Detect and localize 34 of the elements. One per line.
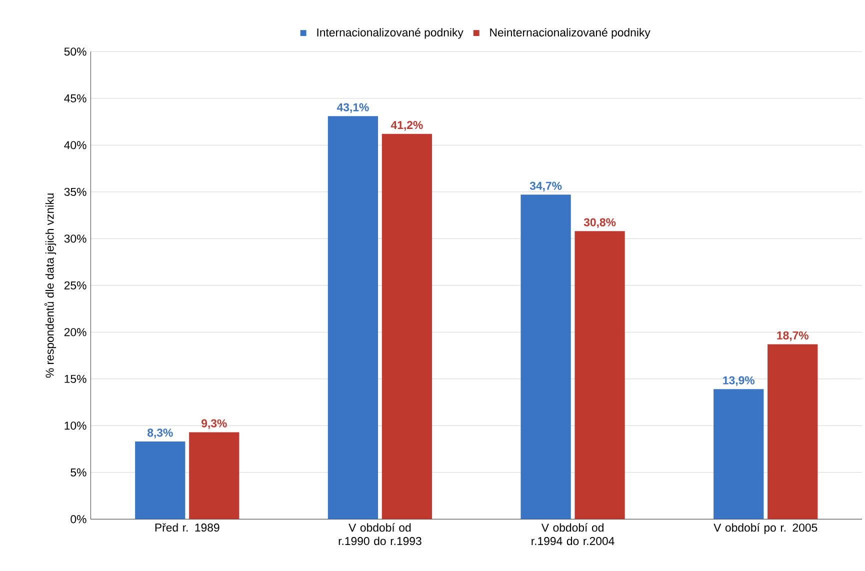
y-tick-label: 15% xyxy=(64,374,86,384)
data-label: 34,7% xyxy=(530,182,562,192)
y-tick-label: 35% xyxy=(64,188,86,196)
bar xyxy=(189,432,240,520)
data-label: 30,8% xyxy=(584,218,616,228)
y-tick-label: 10% xyxy=(64,422,86,430)
y-tick-label: 20% xyxy=(64,328,86,336)
x-tick-label: Před r. 1989 xyxy=(155,523,220,532)
x-tick-label: V období po r. 2005 xyxy=(714,523,818,534)
data-label: 43,1% xyxy=(336,103,369,114)
data-label: 13,9% xyxy=(723,376,754,386)
data-label: 18,7% xyxy=(777,331,808,342)
y-tick-label: 25% xyxy=(64,281,86,290)
bar xyxy=(520,194,571,520)
bar xyxy=(574,231,625,520)
y-tick-label: 5% xyxy=(70,468,86,477)
y-tick-label: 30% xyxy=(64,234,86,243)
x-tick-label: V období od r.1990 do r.1993 xyxy=(338,523,422,546)
bar xyxy=(135,442,186,520)
y-tick-label: 0% xyxy=(70,515,86,524)
bar xyxy=(714,389,764,520)
y-tick-label: 40% xyxy=(64,141,86,150)
x-tick-label: V období od r.1994 do r.2004 xyxy=(532,523,614,546)
legend-label: Neinternacionalizované podniky xyxy=(490,28,650,39)
data-label: 8,3% xyxy=(147,428,173,438)
data-label: 41,2% xyxy=(390,121,423,131)
bar xyxy=(382,134,432,520)
bar xyxy=(328,116,378,520)
y-axis-title: % respondentů dle data jejich vzniku xyxy=(44,194,56,378)
legend-label: Internacionalizované podniky xyxy=(317,28,464,39)
data-label: 9,3% xyxy=(202,419,227,430)
bar xyxy=(768,344,818,520)
y-tick-label: 50% xyxy=(64,48,86,56)
y-tick-label: 45% xyxy=(64,94,86,102)
